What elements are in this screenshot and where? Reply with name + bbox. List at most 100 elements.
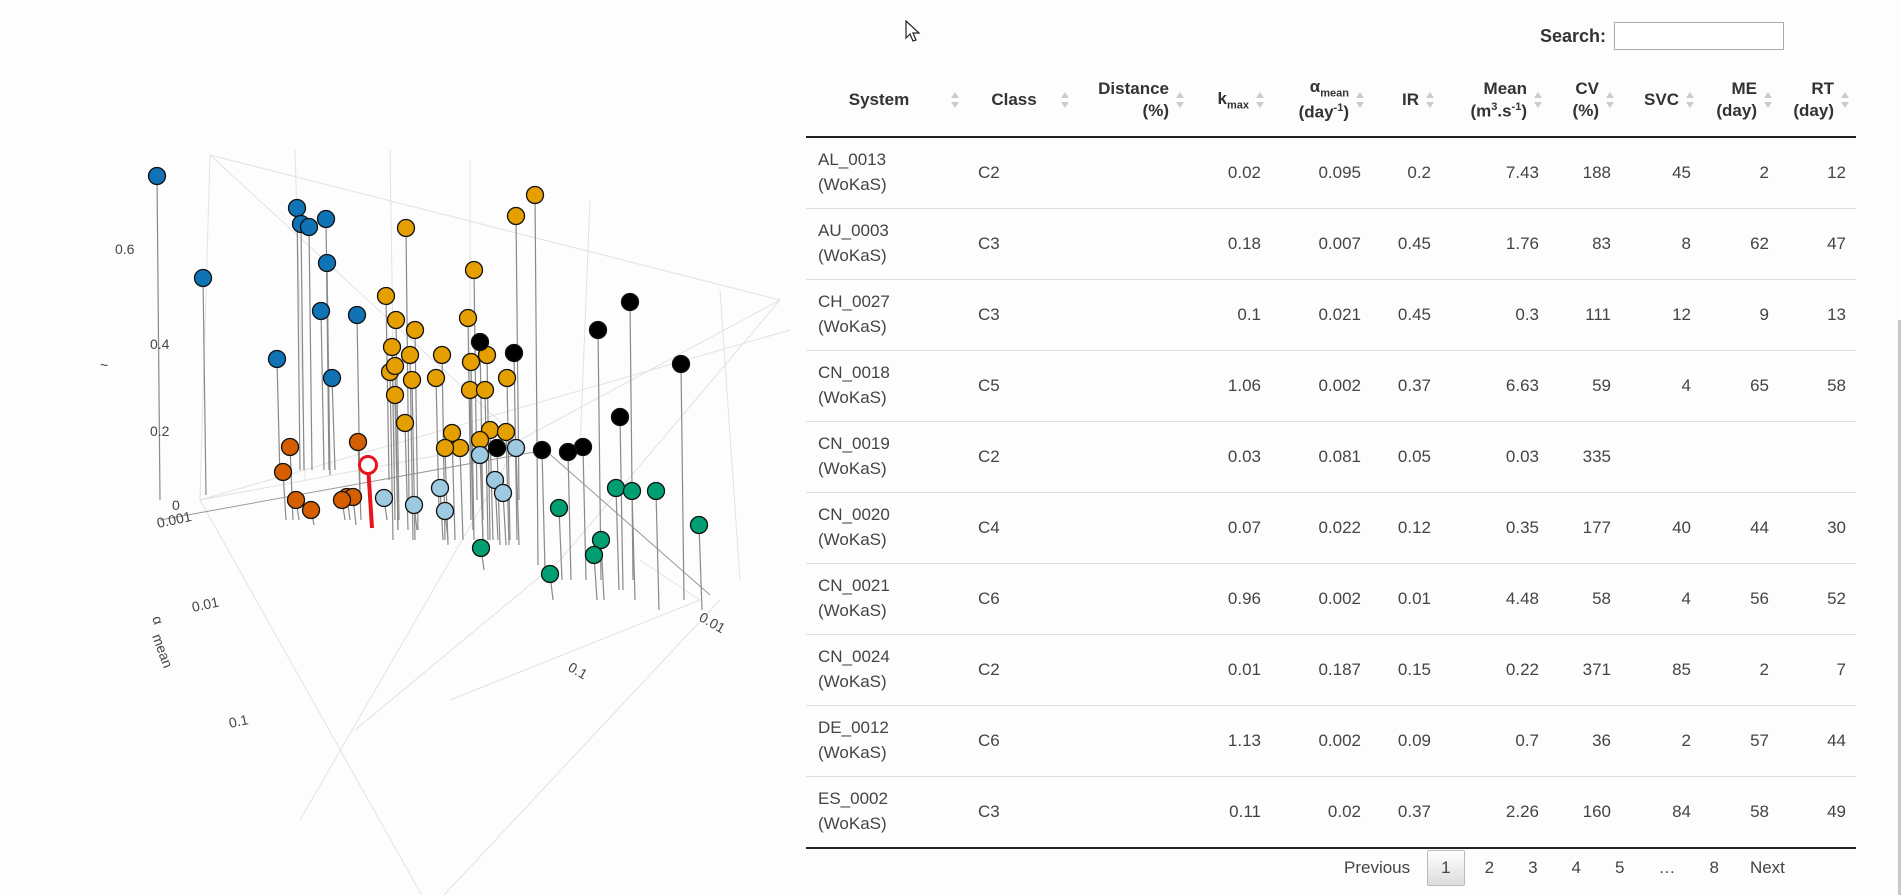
data-point	[432, 345, 452, 365]
column-header-kmax[interactable]: kmax	[1191, 64, 1271, 138]
cell-mean: 1.76	[1441, 208, 1549, 280]
cell-distance	[1076, 634, 1191, 706]
point-stem	[655, 490, 660, 611]
next-page-button[interactable]: Next	[1749, 858, 1785, 877]
data-point	[435, 438, 455, 458]
table-row[interactable]: CN_0024 (WoKaS) C2 0.01 0.187 0.15 0.22 371 85 2 7	[806, 634, 1856, 706]
column-header-me[interactable]: ME (day)	[1701, 64, 1779, 138]
table-row[interactable]: DE_0012 (WoKaS) C6 1.13 0.002 0.09 0.7 36 2 57 44	[806, 705, 1856, 777]
data-point	[147, 166, 167, 186]
plot-grid-line	[719, 289, 741, 581]
3d-scatter-plot[interactable]: 0 0.2 0.4 0.6 ~0.001 0.01 0.1 α mean 0.01 0.1	[0, 0, 800, 895]
table-row[interactable]: CH_0027 (WoKaS) C3 0.1 0.021 0.45 0.3 111 12 9 13	[806, 279, 1856, 351]
search-label: Search:	[1540, 25, 1607, 46]
x-tick-label: 0.01	[697, 609, 729, 637]
table-row[interactable]: CN_0021 (WoKaS) C6 0.96 0.002 0.01 4.48 58 4 56 52	[806, 563, 1856, 635]
column-header-rt[interactable]: RT (day)	[1779, 64, 1856, 138]
cell-amean: 0.002	[1271, 705, 1371, 777]
cell-distance	[1076, 705, 1191, 777]
cell-kmax: 0.11	[1191, 776, 1271, 849]
point-stem	[444, 447, 449, 546]
column-header-class[interactable]: Class	[966, 64, 1076, 138]
table-row[interactable]: CN_0019 (WoKaS) C2 0.03 0.081 0.05 0.03 335	[806, 421, 1856, 493]
cell-me: 9	[1701, 279, 1779, 351]
plot-grid-line	[389, 149, 396, 471]
cell-rt	[1779, 421, 1856, 493]
cell-distance	[1076, 208, 1191, 280]
data-point	[435, 501, 455, 521]
column-header-system[interactable]: System	[806, 64, 966, 138]
page-button-3[interactable]: 3	[1528, 858, 1538, 877]
data-point	[471, 538, 491, 558]
z-tick-label: 0	[172, 497, 180, 513]
column-header-distance[interactable]: Distance (%)	[1076, 64, 1191, 138]
table-row[interactable]: AL_0013 (WoKaS) C2 0.02 0.095 0.2 7.43 188 45 2 12	[806, 137, 1856, 209]
page-scrollbar[interactable]	[1898, 320, 1901, 895]
table-row[interactable]: ES_0002 (WoKaS) C3 0.11 0.02 0.37 2.26 160 84 58 4…	[806, 776, 1856, 849]
cell-system: ES_0002 (WoKaS)	[806, 776, 966, 849]
cell-cv: 335	[1549, 421, 1621, 493]
point-stem	[631, 490, 636, 601]
data-point	[396, 218, 416, 238]
column-header-svc[interactable]: SVC	[1621, 64, 1701, 138]
y-tick-label: 0.1	[227, 711, 250, 731]
table-row[interactable]: AU_0003 (WoKaS) C3 0.18 0.007 0.45 1.76 83 8 62 47	[806, 208, 1856, 280]
cell-amean: 0.002	[1271, 350, 1371, 422]
point-stem	[615, 487, 620, 591]
data-point	[606, 478, 626, 498]
cell-mean: 6.63	[1441, 350, 1549, 422]
cell-rt: 44	[1779, 705, 1856, 777]
data-point	[322, 368, 342, 388]
page-button-8[interactable]: 8	[1709, 858, 1719, 877]
z-tick-label: 0.2	[150, 423, 170, 439]
sort-icon	[1841, 92, 1850, 108]
page-button-2[interactable]: 2	[1484, 858, 1495, 877]
plot-canvas[interactable]: 0 0.2 0.4 0.6 ~0.001 0.01 0.1 α mean 0.01 0.1	[0, 0, 800, 895]
table-row[interactable]: CN_0018 (WoKaS) C5 1.06 0.002 0.37 6.63 59 4 65 58	[806, 350, 1856, 422]
column-header-mean[interactable]: Mean (m3.s-1)	[1441, 64, 1549, 138]
cell-mean: 0.03	[1441, 421, 1549, 493]
cell-ir: 0.45	[1371, 208, 1441, 280]
data-point	[400, 345, 420, 365]
point-stem	[479, 454, 484, 541]
data-point	[504, 343, 524, 363]
data-point	[493, 483, 513, 503]
data-point	[461, 352, 481, 372]
cell-me: 65	[1701, 350, 1779, 422]
cell-class: C5	[966, 350, 1076, 422]
plot-grid-line	[199, 499, 423, 895]
data-point	[540, 564, 560, 584]
page-button-4[interactable]: 4	[1571, 858, 1582, 877]
point-stem	[276, 358, 281, 481]
cell-svc: 8	[1621, 208, 1701, 280]
sort-icon	[1426, 92, 1435, 108]
cell-cv: 83	[1549, 208, 1621, 280]
point-stem	[459, 447, 464, 541]
page-button-1[interactable]: 1	[1427, 850, 1465, 886]
data-point	[525, 185, 545, 205]
column-header-alpha-mean[interactable]: αmean (day-1)	[1271, 64, 1371, 138]
data-point	[287, 198, 307, 218]
data-point	[347, 305, 367, 325]
cell-ir: 0.45	[1371, 279, 1441, 351]
column-header-cv[interactable]: CV (%)	[1549, 64, 1621, 138]
page-button-5[interactable]: 5	[1615, 858, 1625, 877]
table-row[interactable]: CN_0020 (WoKaS) C4 0.07 0.022 0.12 0.35 177 40 44…	[806, 492, 1856, 564]
column-header-ir[interactable]: IR	[1371, 64, 1441, 138]
plot-grid-line	[443, 599, 721, 895]
sort-icon	[1356, 92, 1365, 108]
data-point	[442, 423, 462, 443]
data-point	[385, 356, 405, 376]
z-axis-label: ~	[100, 357, 108, 373]
previous-page-button[interactable]: Previous	[1344, 858, 1411, 877]
data-point	[273, 462, 293, 482]
point-stem	[506, 377, 511, 541]
point-stem	[541, 449, 546, 571]
search-input[interactable]	[1614, 22, 1785, 50]
highlight-stem	[366, 464, 374, 529]
data-point	[280, 437, 300, 457]
cell-rt: 13	[1779, 279, 1856, 351]
cell-me	[1701, 421, 1779, 493]
plot-grid-line	[579, 199, 591, 451]
y-axis-sub-label: mean	[149, 632, 176, 670]
